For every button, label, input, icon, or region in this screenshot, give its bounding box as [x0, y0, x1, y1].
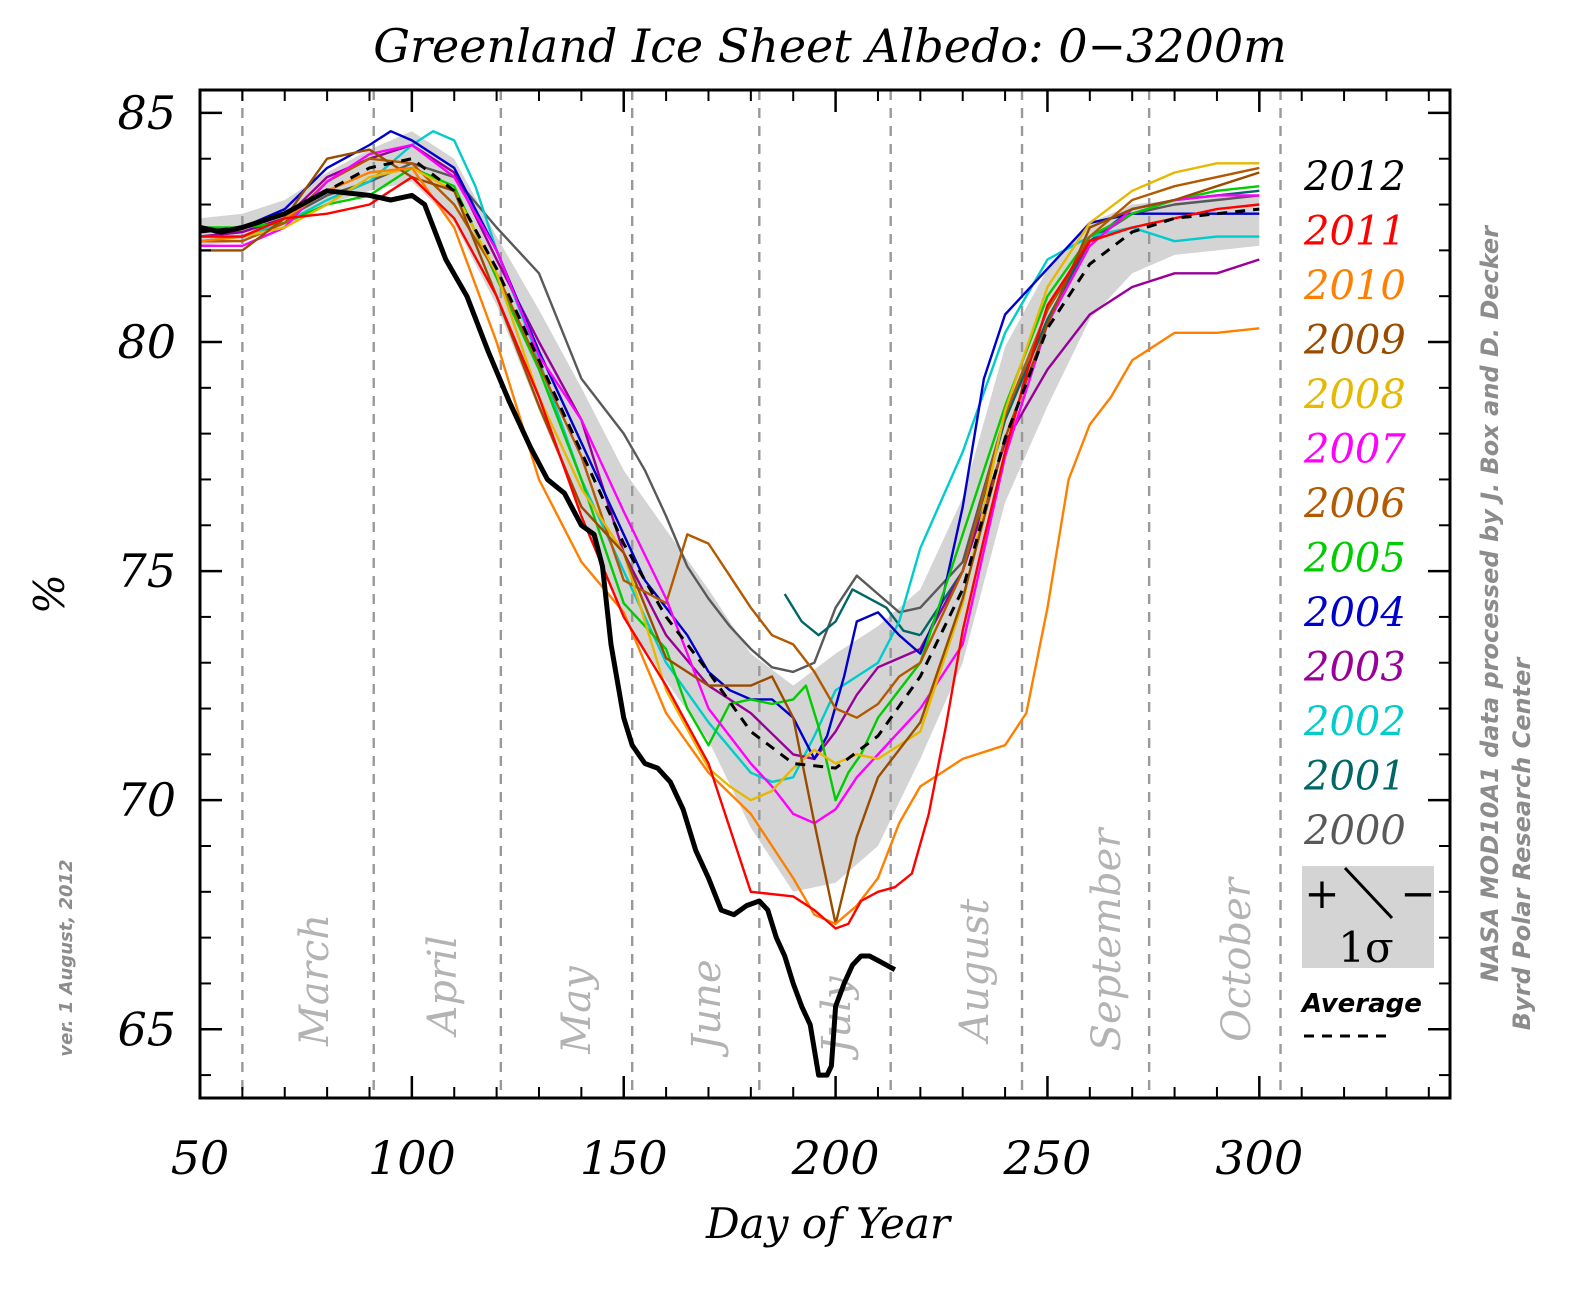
series-line-2007: [200, 143, 1260, 825]
month-divider-lines: [241, 90, 1282, 1098]
legend-year-2003: 2003: [1303, 645, 1406, 691]
average-line: [199, 157, 1260, 770]
series-line-2010: [199, 166, 1260, 926]
version-note: ver. 1 August, 2012: [56, 859, 77, 1056]
y-tick-label: 65: [117, 1002, 176, 1056]
legend-year-2000: 2000: [1303, 808, 1406, 854]
credit-line-2: Byrd Polar Research Center: [1508, 656, 1536, 1031]
plot-frame: [198, 88, 1452, 1100]
series-line-2004: [199, 130, 1260, 761]
sigma-plus: +: [1304, 869, 1339, 918]
legend-year-2005: 2005: [1303, 536, 1406, 582]
y-tick-label: 85: [117, 86, 176, 140]
legend-year-2010: 2010: [1303, 263, 1406, 309]
month-label-august: August: [952, 898, 998, 1046]
axis-ticks: [198, 90, 1450, 1098]
x-axis-title: Day of Year: [705, 1199, 953, 1248]
y-tick-label: 80: [117, 315, 176, 369]
x-tick-label: 200: [791, 1131, 880, 1185]
month-label-april: April: [420, 935, 466, 1038]
x-tick-label: 50: [171, 1131, 230, 1185]
month-label-september: September: [1084, 826, 1130, 1052]
month-label-may: May: [554, 965, 600, 1055]
axis-tick-labels: 50 100 150 200 250 300 65 70 75 80 85: [117, 86, 1303, 1185]
average-series: [199, 157, 1260, 770]
series-line-2009: [200, 148, 1260, 926]
legend-year-2011: 2011: [1303, 209, 1406, 255]
y-tick-label: 75: [117, 544, 176, 598]
y-tick-label: 70: [117, 773, 176, 827]
legend: 2012 2011 2010 2009 2008 2007 2006 2005 2004 2003…: [1303, 154, 1406, 854]
series-line-2012: [199, 188, 897, 1078]
sigma-band-area: [200, 131, 1260, 892]
legend-year-2001: 2001: [1303, 754, 1406, 800]
series-line-2005: [200, 166, 1260, 802]
legend-year-2002: 2002: [1303, 699, 1406, 745]
month-label-october: October: [1214, 875, 1260, 1042]
credit-line-1: NASA MOD10A1 data processed by J. Box an…: [1476, 224, 1504, 982]
sigma-minus: −: [1400, 869, 1435, 918]
sigma-diagonal: [1343, 866, 1394, 920]
x-tick-label: 100: [368, 1131, 456, 1185]
average-legend-label: Average: [1300, 989, 1422, 1019]
x-tick-label: 300: [1215, 1131, 1303, 1185]
legend-year-2008: 2008: [1303, 372, 1406, 418]
series-line-2003: [199, 143, 1260, 761]
month-labels: March April May June July August Septemb…: [292, 826, 1260, 1061]
legend-year-2006: 2006: [1303, 481, 1406, 527]
month-label-june: June: [684, 959, 730, 1057]
legend-year-2009: 2009: [1303, 318, 1406, 364]
legend-year-2007: 2007: [1303, 427, 1406, 473]
sigma-band: [200, 131, 1260, 892]
x-tick-label: 150: [580, 1131, 668, 1185]
sigma-label: 1σ: [1338, 923, 1393, 972]
legend-year-2004: 2004: [1303, 590, 1406, 636]
chart-title: Greenland Ice Sheet Albedo: 0−3200m: [373, 19, 1286, 73]
month-label-march: March: [292, 914, 338, 1047]
legend-year-2012: 2012: [1303, 154, 1406, 200]
series-line-2011: [200, 175, 1260, 930]
sigma-legend-box: [1302, 866, 1434, 968]
x-tick-label: 250: [1003, 1131, 1092, 1185]
sigma-legend: + − 1σ: [1302, 866, 1436, 972]
y-axis-title: %: [25, 574, 74, 614]
